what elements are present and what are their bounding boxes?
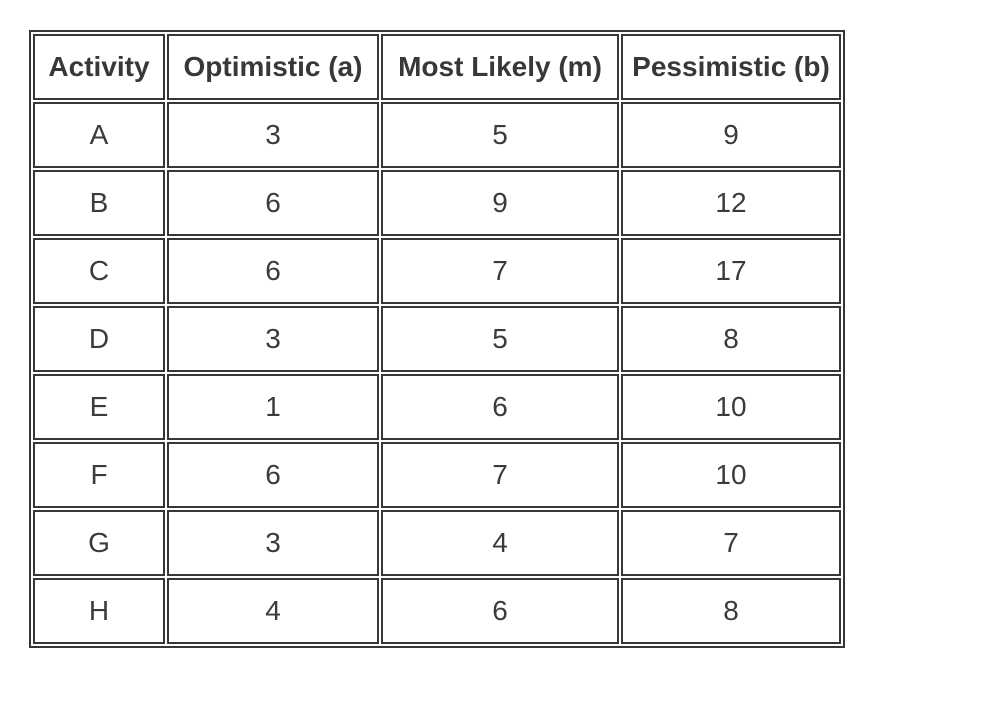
activity-cell: H [33,578,165,644]
pessimistic-cell: 8 [621,306,841,372]
pessimistic-cell: 12 [621,170,841,236]
activity-cell: G [33,510,165,576]
header-row: Activity Optimistic (a) Most Likely (m) … [33,34,841,100]
column-header-optimistic: Optimistic (a) [167,34,379,100]
most-likely-cell: 5 [381,102,619,168]
pessimistic-cell: 8 [621,578,841,644]
most-likely-cell: 9 [381,170,619,236]
table-row: C 6 7 17 [33,238,841,304]
column-header-activity: Activity [33,34,165,100]
activity-cell: B [33,170,165,236]
pessimistic-cell: 7 [621,510,841,576]
activity-cell: C [33,238,165,304]
optimistic-cell: 6 [167,442,379,508]
activity-cell: E [33,374,165,440]
optimistic-cell: 3 [167,306,379,372]
optimistic-cell: 3 [167,102,379,168]
most-likely-cell: 7 [381,238,619,304]
table-row: B 6 9 12 [33,170,841,236]
optimistic-cell: 1 [167,374,379,440]
activity-cell: F [33,442,165,508]
most-likely-cell: 4 [381,510,619,576]
activity-cell: D [33,306,165,372]
pessimistic-cell: 9 [621,102,841,168]
column-header-most-likely: Most Likely (m) [381,34,619,100]
optimistic-cell: 3 [167,510,379,576]
table-row: F 6 7 10 [33,442,841,508]
pessimistic-cell: 10 [621,442,841,508]
column-header-pessimistic: Pessimistic (b) [621,34,841,100]
pessimistic-cell: 10 [621,374,841,440]
pessimistic-cell: 17 [621,238,841,304]
optimistic-cell: 6 [167,170,379,236]
optimistic-cell: 4 [167,578,379,644]
most-likely-cell: 7 [381,442,619,508]
table-row: E 1 6 10 [33,374,841,440]
activity-cell: A [33,102,165,168]
most-likely-cell: 6 [381,578,619,644]
most-likely-cell: 6 [381,374,619,440]
activity-estimates-table: Activity Optimistic (a) Most Likely (m) … [29,30,845,648]
optimistic-cell: 6 [167,238,379,304]
most-likely-cell: 5 [381,306,619,372]
